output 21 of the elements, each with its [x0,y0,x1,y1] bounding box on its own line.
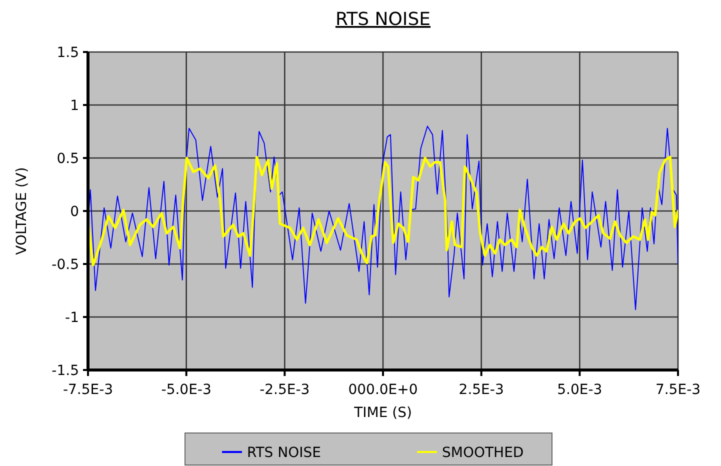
line-series [88,156,678,266]
line-series [88,126,678,310]
legend-label: SMOOTHED [442,444,524,461]
x-tick-label: 2.5E-3 [458,382,504,398]
y-tick-label: -0.5 [52,256,79,273]
y-tick-label: 0.5 [56,150,79,167]
x-axis-title: TIME (S) [353,405,412,421]
y-tick-label: 0 [70,204,79,220]
x-tick-label: 5.0E-3 [557,382,602,398]
y-tick-label: 1 [70,98,79,114]
y-axis-title: VOLTAGE (V) [14,167,30,255]
x-tick-label: -7.5E-3 [62,382,114,398]
x-tick-label: -2.5E-3 [260,382,310,398]
y-tick-label: -1.5 [52,362,79,379]
legend-label: RTS NOISE [247,444,321,461]
x-tick-label: 000.0E+0 [348,382,418,398]
y-tick-label: -1 [65,310,79,326]
y-tick-label: 1.5 [56,44,79,61]
x-tick-label: 7.5E-3 [655,382,701,398]
x-tick-label: -5.0E-3 [161,382,212,398]
chart-title: RTS NOISE [335,9,431,30]
